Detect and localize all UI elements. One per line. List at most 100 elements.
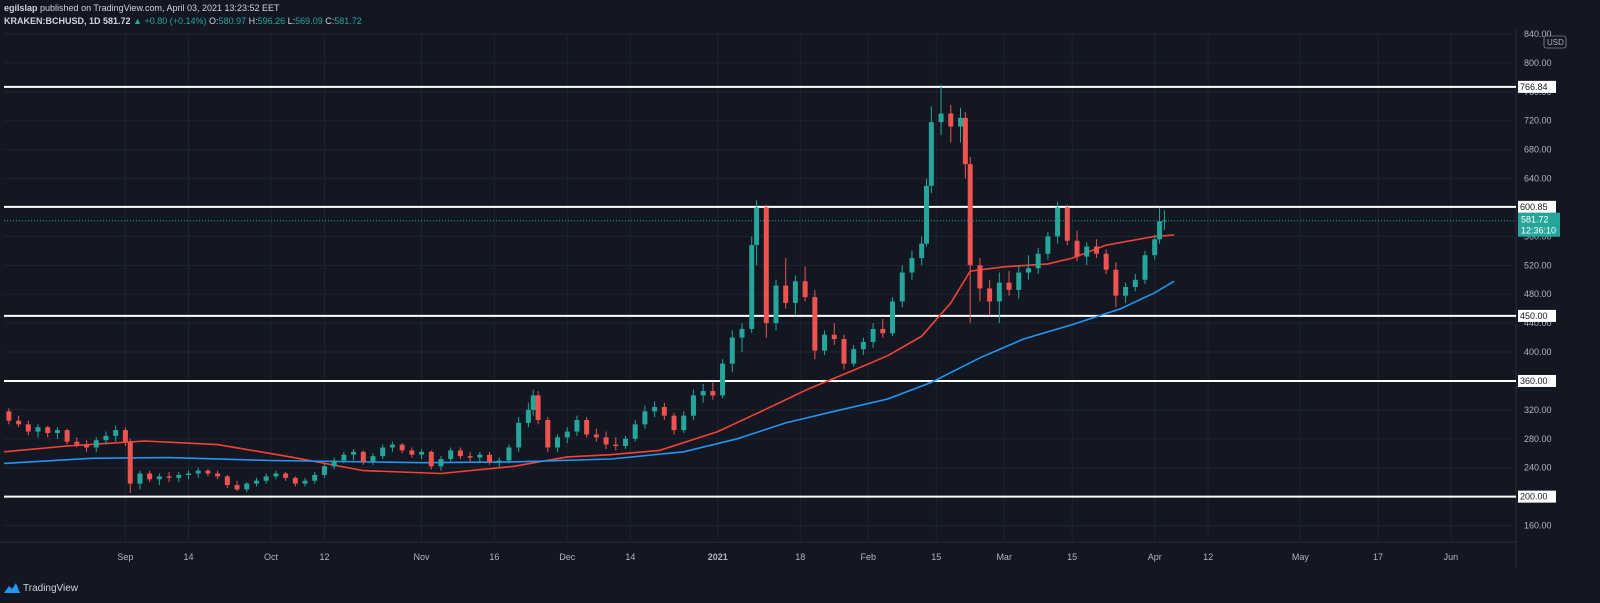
level-price-label: 766.84 xyxy=(1520,82,1548,92)
candle-body xyxy=(1103,253,1109,270)
candle-body xyxy=(205,470,211,474)
candle-body xyxy=(1055,207,1061,237)
candle-body xyxy=(1045,236,1051,254)
candle-body xyxy=(156,476,162,480)
candle-body xyxy=(652,406,658,412)
x-tick-label: 14 xyxy=(625,552,635,562)
candle-body xyxy=(457,450,463,457)
candle-body xyxy=(341,454,347,461)
level-price-tag xyxy=(1518,200,1556,213)
candle-body xyxy=(448,450,454,460)
candle-body xyxy=(283,473,289,478)
candle-body xyxy=(215,473,221,477)
candle-body xyxy=(122,430,128,442)
close-label: C: xyxy=(325,16,335,26)
ohlc-legend: KRAKEN:BCHUSD, 1D 581.72 ▲ +0.80 (+0.14%… xyxy=(4,16,362,26)
candle-body xyxy=(477,454,483,458)
y-tick-label: 640.00 xyxy=(1524,174,1552,184)
candle-body xyxy=(1152,239,1158,256)
candle-body xyxy=(312,474,318,481)
level-price-tag xyxy=(1518,490,1556,503)
candle-body xyxy=(962,117,968,165)
low-label: L: xyxy=(287,16,296,26)
candle-body xyxy=(103,435,109,441)
candle-body xyxy=(176,474,182,478)
candle-body xyxy=(924,185,930,244)
y-tick-label: 520.00 xyxy=(1524,260,1552,270)
candle-body xyxy=(321,466,327,475)
x-tick-label: 18 xyxy=(795,552,805,562)
candle-body xyxy=(166,476,172,478)
candle-body xyxy=(754,207,760,246)
candle-body xyxy=(331,460,337,467)
x-tick-label: 17 xyxy=(1373,552,1383,562)
candle-body xyxy=(841,339,847,364)
candle-body xyxy=(399,444,405,451)
published-text: published on TradingView.com, April 03, … xyxy=(40,3,280,13)
candle-body xyxy=(1006,282,1012,290)
candle-body xyxy=(1035,253,1041,269)
x-tick-label: 2021 xyxy=(708,552,728,562)
high-label: H: xyxy=(248,16,258,26)
candle-body xyxy=(622,438,628,447)
candle-body xyxy=(1142,255,1148,280)
level-price-label: 450.00 xyxy=(1520,311,1548,321)
candle-body xyxy=(1161,220,1167,222)
candle-body xyxy=(195,470,201,474)
candle-body xyxy=(263,476,269,481)
candle-body xyxy=(25,424,31,432)
publisher-name[interactable]: egilslap xyxy=(4,3,38,13)
candle-body xyxy=(1123,287,1129,296)
candle-body xyxy=(977,265,983,289)
candle-body xyxy=(613,444,619,447)
y-tick-label: 480.00 xyxy=(1524,289,1552,299)
candle-body xyxy=(890,301,896,334)
candle-body xyxy=(783,285,789,303)
level-price-label: 200.00 xyxy=(1520,492,1548,502)
candle-body xyxy=(899,272,905,302)
symbol-label[interactable]: KRAKEN:BCHUSD, 1D xyxy=(4,16,101,26)
candle-body xyxy=(380,447,386,457)
candlestick-chart[interactable]: 160.00 200.00 240.00 280.00 320.00 360.00 400.… xyxy=(0,30,1600,578)
candle-body xyxy=(681,415,687,431)
candle-body xyxy=(496,460,502,462)
tradingview-logo[interactable]: TradingView xyxy=(4,582,78,594)
x-tick-label: Jun xyxy=(1444,552,1459,562)
publish-info: egilslap published on TradingView.com, A… xyxy=(4,3,280,13)
candle-body xyxy=(1084,246,1090,257)
x-tick-label: 16 xyxy=(489,552,499,562)
candle-body xyxy=(564,431,570,438)
candle-body xyxy=(1064,207,1070,241)
moving-average-fast xyxy=(3,234,1175,475)
candle-body xyxy=(244,483,250,490)
open-label: O: xyxy=(209,16,219,26)
candle-body xyxy=(535,395,541,421)
currency-label: USD xyxy=(1547,38,1564,47)
level-price-tag xyxy=(1518,374,1556,387)
candle-body xyxy=(792,281,798,303)
candle-body xyxy=(831,334,837,340)
candle-body xyxy=(35,427,41,432)
candle-body xyxy=(642,411,648,425)
candle-body xyxy=(370,456,376,462)
y-tick-label: 320.00 xyxy=(1524,405,1552,415)
candle-body xyxy=(729,337,735,364)
candle-body xyxy=(525,409,531,423)
candle-body xyxy=(292,477,298,484)
candle-body xyxy=(739,328,745,338)
candle-body xyxy=(661,406,667,416)
x-tick-label: Oct xyxy=(264,552,279,562)
x-tick-label: 15 xyxy=(931,552,941,562)
candle-body xyxy=(45,427,51,434)
candle-body xyxy=(812,297,818,351)
candle-body xyxy=(137,473,143,484)
low-value: 569.09 xyxy=(295,16,323,26)
x-tick-label: 15 xyxy=(1067,552,1077,562)
moving-average-slow xyxy=(3,280,1175,465)
level-price-label: 360.00 xyxy=(1520,376,1548,386)
candle-body xyxy=(253,480,259,484)
high-value: 596.26 xyxy=(257,16,286,26)
candle-body xyxy=(147,473,153,480)
y-tick-label: 720.00 xyxy=(1524,116,1552,126)
last-price: 581.72 xyxy=(103,16,131,26)
